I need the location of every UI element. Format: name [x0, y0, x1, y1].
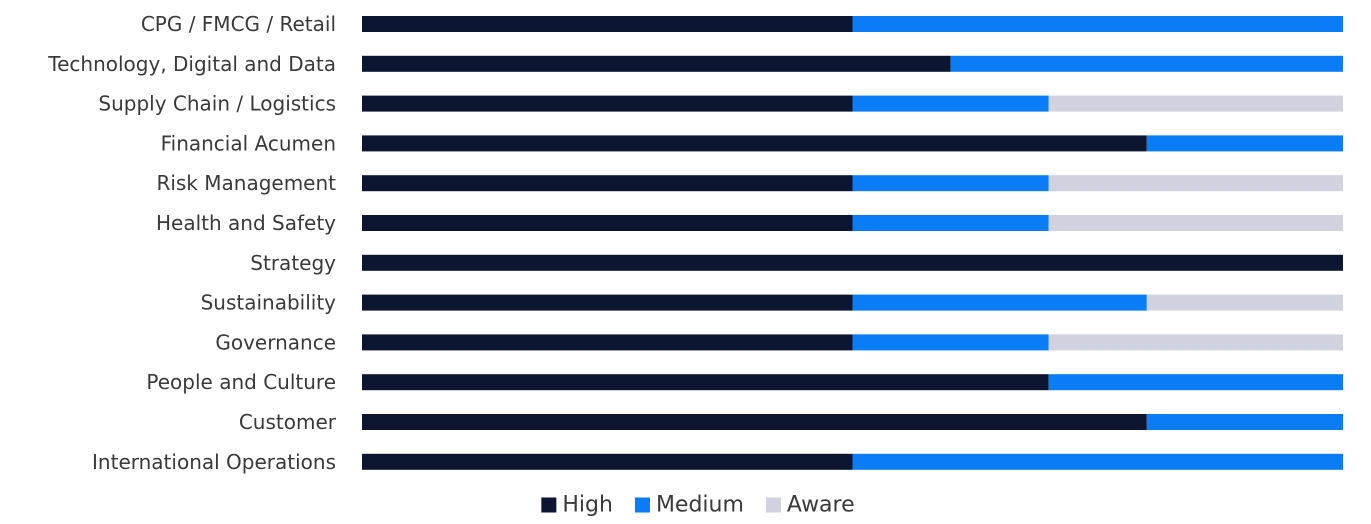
bar-medium-customer — [1146, 414, 1343, 430]
bar-high-health-and-safety — [362, 215, 853, 231]
bar-medium-risk-management — [852, 175, 1049, 192]
category-label-sustainability: Sustainability — [201, 291, 337, 315]
legend-item-high: High — [541, 493, 613, 518]
bar-high-risk-management — [362, 175, 853, 192]
bar-aware-health-and-safety — [1048, 215, 1343, 231]
category-label-strategy: Strategy — [250, 251, 336, 275]
bar-aware-governance — [1048, 334, 1343, 351]
legend-swatch-aware — [765, 497, 781, 513]
bar-high-strategy — [362, 254, 1343, 271]
bar-high-people-and-culture — [362, 374, 1049, 391]
bar-high-governance — [362, 334, 853, 351]
bar-high-sustainability — [362, 294, 853, 311]
category-label-risk-management: Risk Management — [156, 171, 336, 195]
bar-high-financial-acumen — [362, 135, 1147, 152]
legend: High Medium Aware — [541, 493, 855, 518]
bars-layer — [362, 16, 1343, 470]
bar-medium-health-and-safety — [852, 215, 1049, 231]
bar-medium-supply-chain-logistics — [852, 95, 1049, 112]
bar-aware-risk-management — [1048, 175, 1343, 192]
bar-medium-international-operations — [852, 453, 1343, 470]
legend-label-medium: Medium — [656, 493, 744, 518]
bar-aware-supply-chain-logistics — [1048, 95, 1343, 112]
bar-aware-sustainability — [1146, 294, 1343, 311]
bar-medium-financial-acumen — [1146, 135, 1343, 152]
category-label-technology-digital-and-data: Technology, Digital and Data — [47, 52, 336, 76]
category-label-governance: Governance — [215, 330, 336, 354]
category-label-health-and-safety: Health and Safety — [156, 211, 336, 235]
category-label-financial-acumen: Financial Acumen — [161, 131, 336, 155]
category-label-international-operations: International Operations — [92, 450, 336, 474]
legend-item-medium: Medium — [634, 493, 744, 518]
bar-high-supply-chain-logistics — [362, 95, 853, 112]
category-labels: CPG / FMCG / Retail Technology, Digital a… — [47, 12, 336, 474]
category-label-customer: Customer — [239, 410, 337, 434]
bar-medium-governance — [852, 334, 1049, 351]
bar-medium-cpg-fmcg-retail — [852, 16, 1343, 32]
legend-label-high: High — [562, 493, 613, 518]
legend-item-aware: Aware — [765, 493, 855, 518]
legend-swatch-high — [541, 497, 557, 513]
category-label-supply-chain-logistics: Supply Chain / Logistics — [98, 92, 336, 116]
category-label-people-and-culture: People and Culture — [146, 370, 336, 394]
category-label-cpg-fmcg-retail: CPG / FMCG / Retail — [141, 12, 336, 36]
bar-high-customer — [362, 414, 1147, 430]
legend-label-aware: Aware — [787, 493, 855, 518]
bar-high-international-operations — [362, 453, 853, 470]
bar-high-technology-digital-and-data — [362, 55, 951, 72]
legend-swatch-medium — [634, 497, 650, 513]
bar-medium-people-and-culture — [1048, 374, 1343, 391]
bar-high-cpg-fmcg-retail — [362, 16, 853, 32]
bar-medium-sustainability — [852, 294, 1147, 311]
bar-medium-technology-digital-and-data — [950, 55, 1343, 72]
